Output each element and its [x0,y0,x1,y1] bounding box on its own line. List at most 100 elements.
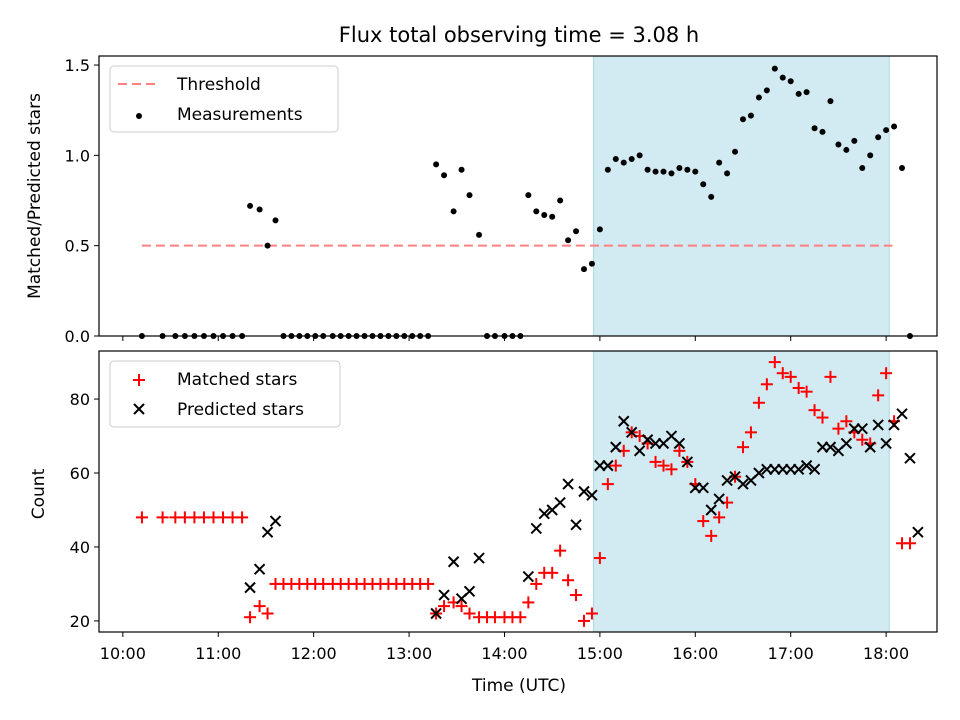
predicted-stars-point [792,463,805,476]
matched-stars-point [554,544,567,557]
predicted-stars-point [824,441,837,453]
measurement-point [835,141,842,148]
measurement-point [787,78,794,85]
matched-stars-point [455,600,468,613]
y-tick-label: 0.5 [65,237,90,256]
matched-stars-point [244,611,257,624]
measurement-point [724,170,731,177]
measurement-point [628,155,635,162]
predicted-stars-point [430,607,442,620]
matched-stars-point [570,589,583,602]
matched-stars-point [514,611,527,624]
matched-stars-point [657,459,670,472]
matched-stars-point [253,600,266,613]
measurement-point [644,166,651,173]
measurement-point [747,112,754,119]
matched-stars-point [856,433,869,446]
measurement-point [716,159,723,166]
matched-stars-point [601,478,614,491]
measurement-point [755,94,762,101]
observing-window-shade [593,350,890,633]
matched-stars-point [872,389,885,402]
matched-stars-point [768,356,781,369]
predicted-stars-point [253,563,266,575]
measurement-point [476,231,483,238]
measurement-point [891,123,898,130]
measurement-point [763,87,770,94]
predicted-stars-point [896,408,908,420]
predicted-stars-point [673,437,686,450]
predicted-stars-point [447,556,460,568]
measurement-point [580,266,587,273]
y-tick-label: 60 [70,464,90,483]
predicted-stars-point [737,478,749,490]
predicted-stars-point [753,467,765,479]
measurement-point [819,128,826,135]
measurement-point [867,152,874,159]
matched-stars-point [673,444,686,457]
measurement-point [811,125,818,132]
measurement-point [692,168,699,175]
matched-stars-point [156,511,169,524]
measurement-point [875,134,882,141]
observing-window-shade [593,55,890,337]
measurement-point [264,242,271,249]
matched-stars-point [593,552,606,565]
measurement-point [612,155,619,162]
matched-stars-point [649,455,662,468]
matched-stars-point [705,529,718,542]
predicted-stars-point [562,478,574,490]
measurement-point [450,208,457,215]
predicted-stars-point [522,570,535,583]
matched-stars-point [760,378,773,391]
predicted-stars-point [570,519,582,531]
x-tick-label: 14:00 [481,644,527,663]
predicted-stars-point [880,437,892,450]
predicted-stars-point [610,441,622,453]
x-tick-label: 15:00 [577,644,623,663]
matched-stars-point [840,415,853,428]
measurement-point [740,116,747,123]
matched-stars-point [776,367,789,380]
measurement-point [596,226,603,233]
predicted-stars-point [602,459,614,472]
predicted-stars-point [681,456,694,468]
y-tick-label: 1.5 [65,56,90,75]
predicted-stars-point [904,452,916,464]
matched-stars-point [792,381,805,394]
measurement-point [843,146,850,153]
measurement-point [557,197,564,204]
predicted-stars-point [872,419,884,431]
measurement-point [899,165,906,171]
predicted-stars-point [713,493,725,505]
matched-stars-point [261,607,274,620]
x-tick-label: 16:00 [672,644,718,663]
figure-title: Flux total observing time = 3.08 h [339,23,699,47]
measurement-point [732,148,739,155]
predicted-stars-point [463,585,476,598]
matched-stars-point [903,537,916,550]
predicted-stars-point [808,463,821,476]
matched-stars-point [546,566,559,579]
measurement-point [466,192,473,199]
count-panel-frame [98,350,938,633]
measurement-point [573,228,580,235]
measurement-point [859,165,866,171]
measurement-point [668,170,675,177]
legend-threshold-label: Threshold [176,75,261,95]
predicted-stars-point [721,474,733,487]
ratio-panel: 0.0 0.5 1.0 1.5 Matched/Predicted stars Thr… [25,55,938,346]
matched-stars-point [236,511,249,524]
measurement-point [588,260,595,267]
y-tick-label: 1.0 [65,146,90,165]
measurement-point [827,98,834,105]
legend-measurements-label: Measurements [177,105,303,125]
measurement-point [549,213,556,220]
legend-measurements-swatch [136,113,142,119]
measurement-point [883,127,890,134]
x-tick-label: 12:00 [291,644,337,663]
measurement-point [620,159,627,166]
x-tick-label: 11:00 [195,644,241,663]
predicted-stars-point [244,581,256,594]
